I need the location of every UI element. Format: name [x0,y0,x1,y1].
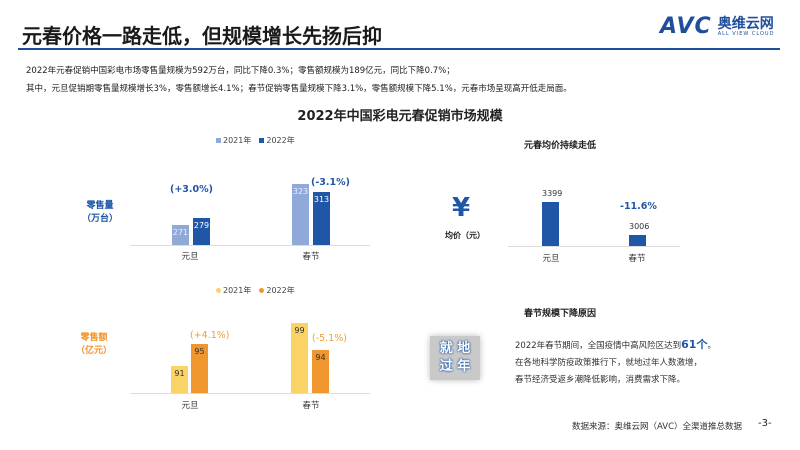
y-axis-label: 均价（元） [445,231,485,240]
stay-local-image: 就 地过 年 [430,336,480,380]
image-text: 就 地 [439,341,471,356]
yen-icon: ¥ [452,193,471,223]
data-label: 95 [194,347,205,357]
legend: 2021年 2022年 [216,285,295,296]
reason-text: 。 [707,341,716,351]
x-axis [130,393,370,394]
bar: 3006 [629,222,649,246]
reason-line: 春节经济受返乡潮降低影响，消费需求下降。 [515,375,686,385]
annotation: (+4.1%) [190,330,230,341]
bar: 91 [171,366,188,393]
summary-line: 2022年元春促销中国彩电市场零售量规模为592万台，同比下降0.3%；零售额规… [26,66,455,76]
data-label: 313 [313,194,330,204]
avc-logo: AVC 奥维云网 ALL VIEW CLOUD [660,14,774,39]
image-text: 过 年 [439,359,471,374]
logo-text: 奥维云网 ALL VIEW CLOUD [718,17,775,37]
data-label: 323 [292,187,309,197]
reason-title: 春节规模下降原因 [523,309,596,319]
data-label: 3399 [542,188,563,198]
category-label: 元旦 [181,401,199,411]
bar: 323 [292,184,309,245]
data-label: 99 [294,325,305,335]
y-axis-label: 零售额（亿元） [75,333,112,356]
annotation: (+3.0%) [170,184,213,195]
bar: 313 [313,191,330,245]
data-source: 数据来源：奥维云网（AVC）全渠道推总数据 [572,422,743,432]
summary-line: 其中，元旦促销期零售量规模增长3%，零售额增长4.1%；春节促销零售量规模下降3… [26,84,572,94]
price-chart-title: 元春均价持续走低 [523,141,596,151]
bar: 99 [291,322,308,393]
data-label: 271 [172,227,189,237]
bar: 94 [312,349,329,393]
data-label: 279 [193,221,210,231]
header-divider [18,48,780,50]
annotation: (-5.1%) [312,333,347,344]
legend-2021: 2021年 [216,135,251,146]
data-label: 3006 [629,222,650,232]
legend: 2021年 2022年 [216,135,295,146]
category-label: 元旦 [181,252,199,262]
bar: 95 [191,344,208,393]
reason-line: 2022年春节期间，全国疫情中高风险区达到61个。 [515,336,716,352]
category-label: 春节 [302,252,320,262]
reason-line: 在各地科学防疫政策推行下，就地过年人数激增， [515,358,703,368]
page-number: -3- [758,418,772,429]
logo-mark: AVC [660,14,712,39]
logo-cn: 奥维云网 [717,15,774,32]
x-axis [130,245,370,246]
legend-2022: 2022年 [259,135,295,146]
annotation: (-3.1%) [311,177,350,188]
category-label: 春节 [302,401,320,411]
y-axis-label: 零售量（万台） [81,201,118,224]
reason-text: 2022年春节期间，全国疫情中高风险区达到 [515,341,682,351]
section-title: 2022年中国彩电元春促销市场规模 [297,109,503,124]
data-label: 91 [174,369,185,378]
bar: 271 [172,224,189,245]
legend-2021: 2021年 [216,285,251,296]
category-label: 元旦 [542,254,560,264]
bar: 279 [193,218,210,245]
category-label: 春节 [628,254,646,264]
x-axis [508,246,680,247]
bar: 3399 [542,189,562,246]
legend-2022: 2022年 [259,285,295,296]
data-label: 94 [315,352,326,362]
logo-en: ALL VIEW CLOUD [717,30,775,37]
annotation: -11.6% [620,201,657,212]
highlight-count: 61个 [681,338,708,351]
page-title: 元春价格一路走低，但规模增长先扬后抑 [22,24,382,48]
